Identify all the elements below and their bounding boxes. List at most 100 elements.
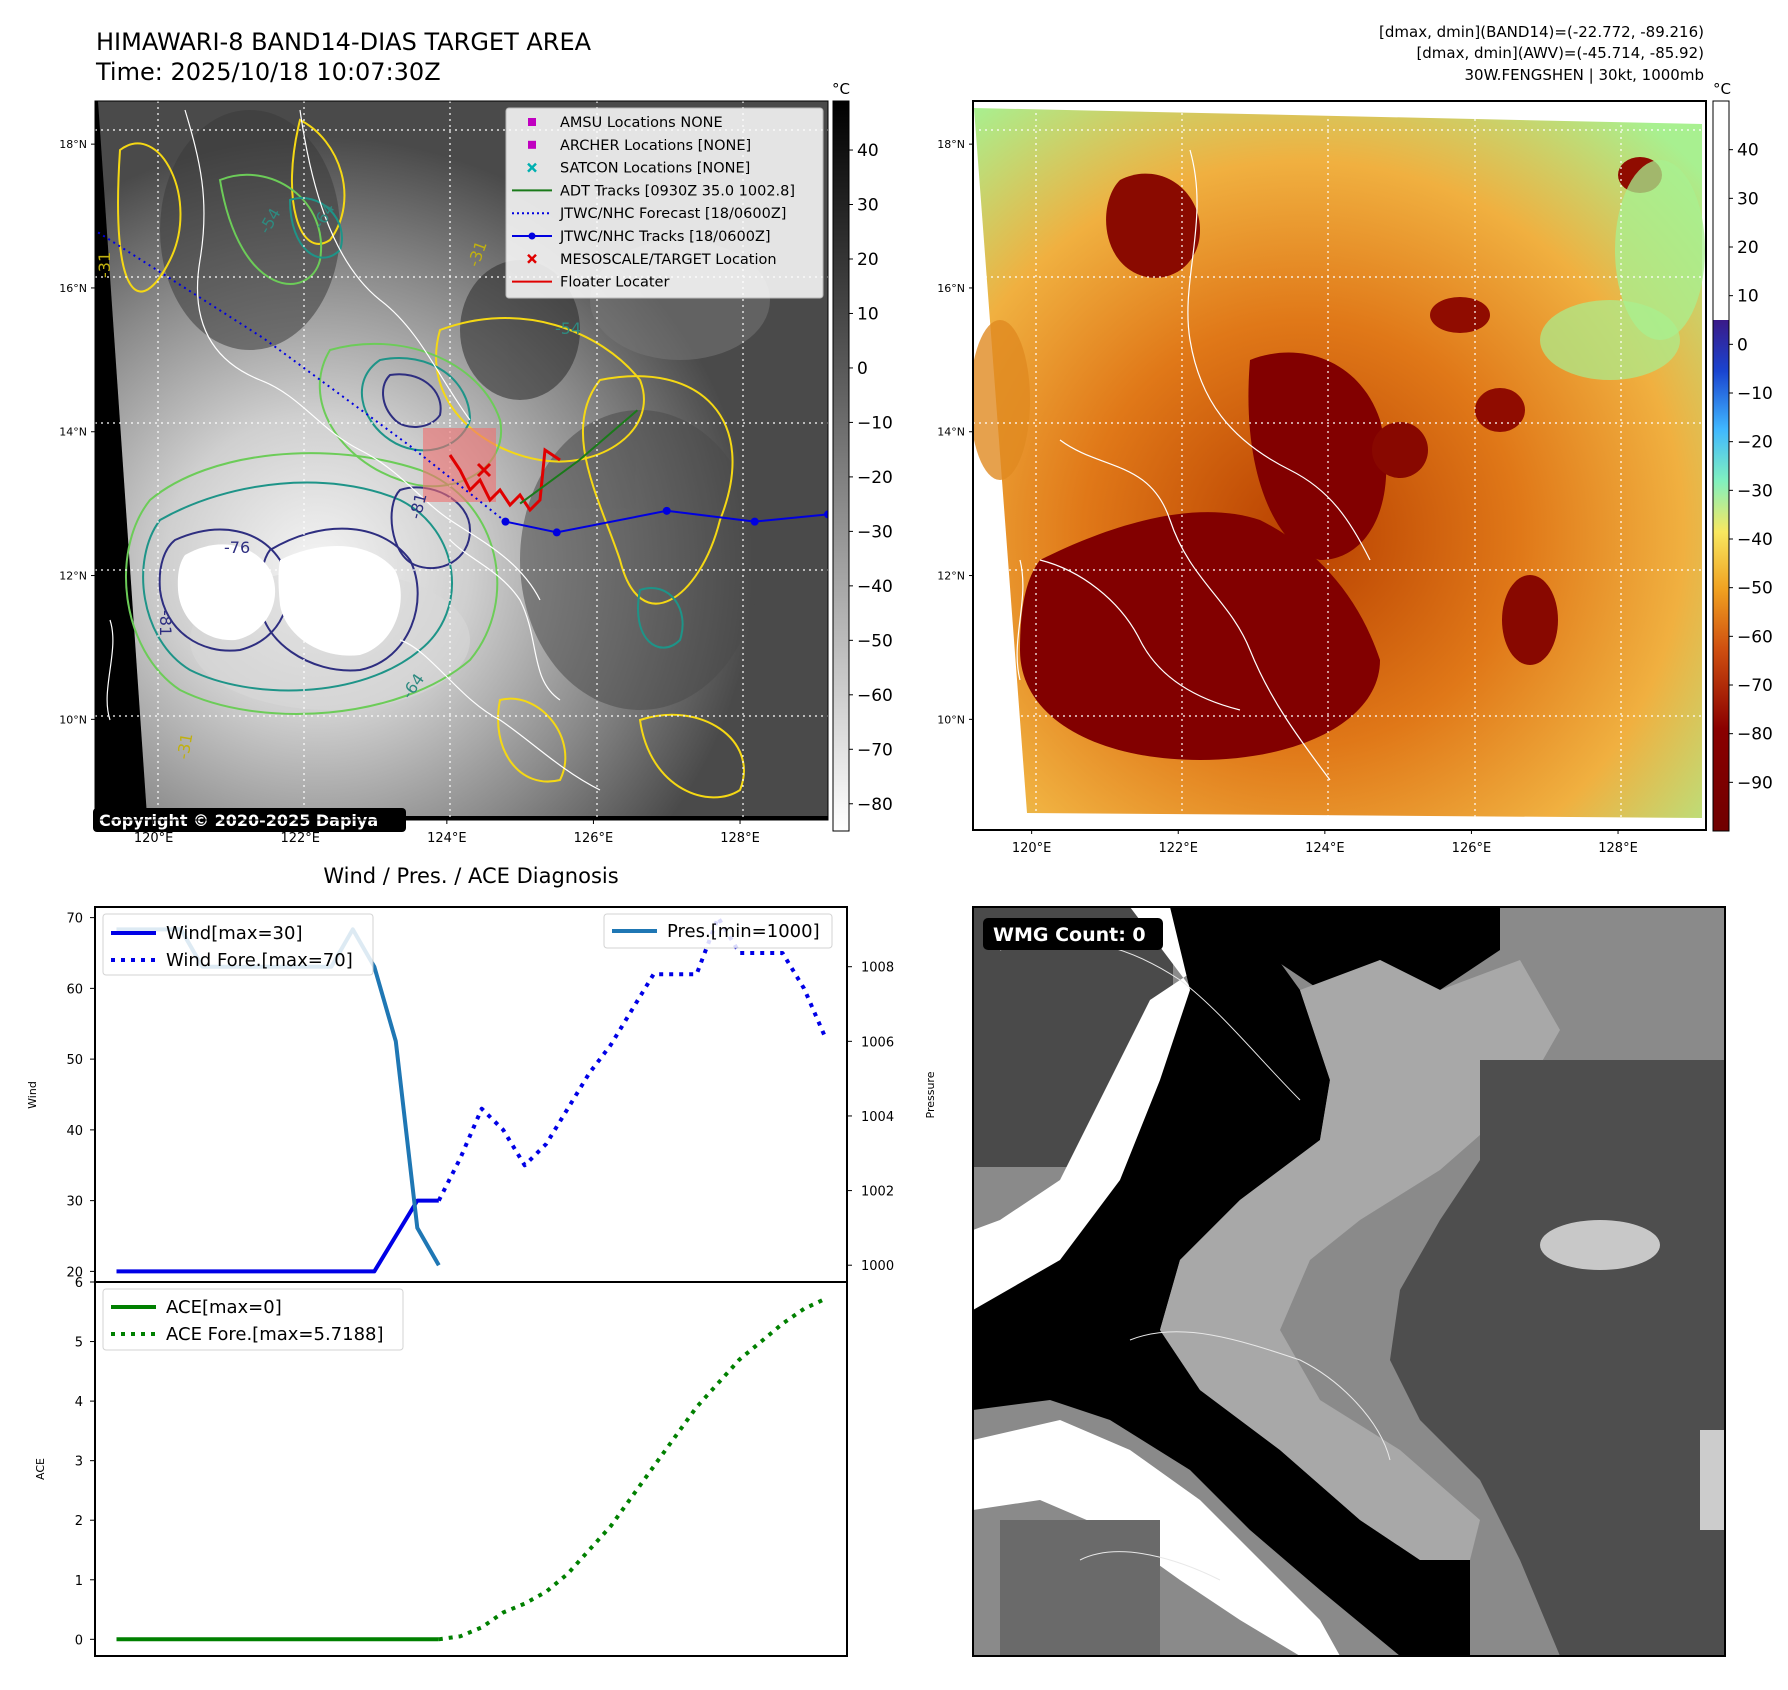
legend-swatch-dot: [528, 232, 536, 240]
diagnosis-title: Wind / Pres. / ACE Diagnosis: [323, 864, 618, 888]
pressure-axis-ticks: 1000 1002 1004 1006 1008: [847, 961, 894, 1274]
wmg-count-label: WMG Count: 0: [993, 924, 1146, 946]
colorbar-tick-label: 30: [1737, 189, 1759, 209]
ace-legend-box: [102, 1288, 404, 1351]
jtwc-forecast-track: [95, 229, 507, 523]
contour-label: -54: [555, 319, 581, 338]
legend-label: ARCHER Locations [NONE]: [560, 138, 751, 154]
ir-colorbar-unit: °C: [832, 80, 850, 98]
colorbar-tick-label: −40: [857, 577, 893, 597]
wind-axis-ticks: 20 30 40 50 60 70: [66, 912, 95, 1280]
awv-moisture-texture: [973, 157, 1705, 760]
y2-tick-label: 1008: [861, 961, 894, 976]
wmg-mid-gray: [1160, 960, 1560, 1560]
series-line-wind-max-30-: [116, 1198, 439, 1274]
legend-label: JTWC/NHC Forecast [18/0600Z]: [559, 206, 786, 222]
ir-map-frame: [94, 100, 829, 821]
colorbar-tick-label: −80: [857, 795, 893, 815]
ir-colorbar: [832, 100, 850, 832]
legend-ace-label: ACE[max=0]: [166, 1297, 282, 1318]
colorbar-tick-label: −50: [1737, 579, 1773, 599]
colorbar-tick-label: 10: [857, 304, 879, 324]
y-tick-label: 5: [75, 1336, 83, 1351]
colorbar-tick-label: −10: [1737, 384, 1773, 404]
pressure-legend-box: [603, 913, 833, 949]
colorbar-tick-label: 20: [857, 250, 879, 270]
wmg-light-patch: [1540, 1220, 1660, 1270]
colorbar-tick-label: 40: [1737, 141, 1759, 161]
jtwc-track-point: [662, 506, 671, 515]
grid-lines: [95, 101, 828, 820]
map-legend: AMSU Locations NONE ARCHER Locations [NON…: [505, 107, 824, 299]
colorbar-tick-label: 0: [857, 359, 868, 379]
info-storm: 30W.FENGSHEN | 30kt, 1000mb: [1464, 66, 1704, 84]
y-tick-label: 3: [75, 1455, 83, 1470]
colorbar-tick-label: −70: [1737, 676, 1773, 696]
colorbar-tick-label: −30: [1737, 481, 1773, 501]
jtwc-track-point: [501, 517, 510, 526]
wmg-frame: [972, 906, 1726, 1657]
ace-chart: 0 1 2 3 4 5 6 ACE ACE[max=0] ACE Fore.[max=5.7…: [34, 1276, 848, 1657]
colorbar-tick-label: −10: [857, 413, 893, 433]
legend-wind-label: Wind[max=30]: [166, 923, 303, 944]
wind-pressure-chart: 20 30 40 50 60 70 1000 1002 1004 1006 1008 Wind P…: [26, 906, 937, 1283]
floater-locater-track: [448, 447, 561, 513]
figure-time: Time: 2025/10/18 10:07:30Z: [95, 58, 441, 86]
wind-ylabel: Wind: [26, 1081, 39, 1109]
lat-tick-label: 16°N: [59, 282, 87, 295]
ace-axes-frame: [94, 1281, 848, 1657]
ace-series-layer: [116, 1296, 827, 1642]
y2-tick-label: 1000: [861, 1259, 894, 1274]
ace-axis-ticks: 0 1 2 3 4 5 6: [75, 1276, 95, 1648]
y-tick-label: 6: [75, 1276, 83, 1291]
awv-colorbar-ticks: 40 30 20 10 0 −10 −20 −30 −40 −50 −60 −70 −80 −90: [1729, 141, 1773, 793]
y-tick-label: 30: [66, 1195, 83, 1210]
lon-tick-label: 120°E: [1012, 841, 1052, 856]
colorbar-tick-label: 30: [857, 196, 879, 216]
y2-tick-label: 1002: [861, 1185, 894, 1200]
colorbar-tick-label: 40: [857, 141, 879, 161]
wmg-white-band-upper: [973, 907, 1240, 1330]
legend-swatch: [528, 140, 536, 149]
contour-label: -81: [156, 610, 175, 636]
lon-tick-label: 126°E: [574, 831, 614, 846]
colorbar-tick-label: 10: [1737, 287, 1759, 307]
jtwc-track-points: [501, 506, 828, 537]
colorbar-tick-label: −80: [1737, 725, 1773, 745]
wmg-imagery: [973, 907, 1725, 1656]
lat-tick-label: 16°N: [937, 282, 965, 295]
coastlines: [106, 109, 601, 791]
colorbar-tick-label: −90: [1737, 773, 1773, 793]
series-line-ace-fore-max-5-7188-: [438, 1296, 827, 1642]
info-band14: [dmax, dmin](BAND14)=(-22.772, -89.216): [1379, 23, 1704, 41]
lat-tick-label: 12°N: [59, 570, 87, 583]
cold-cloud-top-core: [177, 544, 276, 641]
y-tick-label: 0: [75, 1633, 83, 1648]
wmg-count-box: [983, 918, 1163, 950]
lon-tick-label: 128°E: [1598, 841, 1638, 856]
wmg-dark-gray-right: [1390, 1060, 1725, 1656]
legend-label: ADT Tracks [0930Z 35.0 1002.8]: [560, 183, 795, 199]
colorbar-tick-label: 0: [1737, 335, 1748, 355]
contour-label: -31: [95, 252, 114, 278]
awv-colorbar: [1712, 100, 1730, 832]
wmg-panel: WMG Count: 0: [972, 906, 1726, 1657]
y-tick-label: 4: [75, 1395, 83, 1410]
legend-swatch: [527, 162, 537, 173]
awv-map-panel: 18°N 16°N 14°N 12°N 10°N 120°E 122°E 124°E 126°E…: [937, 80, 1773, 856]
wmg-black-top: [1240, 907, 1500, 990]
legend-swatch: [528, 118, 536, 126]
awv-coastlines: [1016, 149, 1371, 781]
colorbar-tick-label: −60: [1737, 627, 1773, 647]
adt-track: [519, 409, 639, 505]
legend-pres-label: Pres.[min=1000]: [667, 921, 820, 942]
y-tick-label: 20: [66, 1265, 83, 1280]
tracks: [95, 229, 828, 537]
legend-label: AMSU Locations NONE: [560, 115, 723, 131]
target-location-marker: [476, 462, 492, 478]
contour-label: -76: [224, 538, 250, 557]
jtwc-track-point: [552, 528, 561, 537]
y-tick-label: 70: [66, 912, 83, 927]
contours-yellow: [117, 118, 745, 799]
